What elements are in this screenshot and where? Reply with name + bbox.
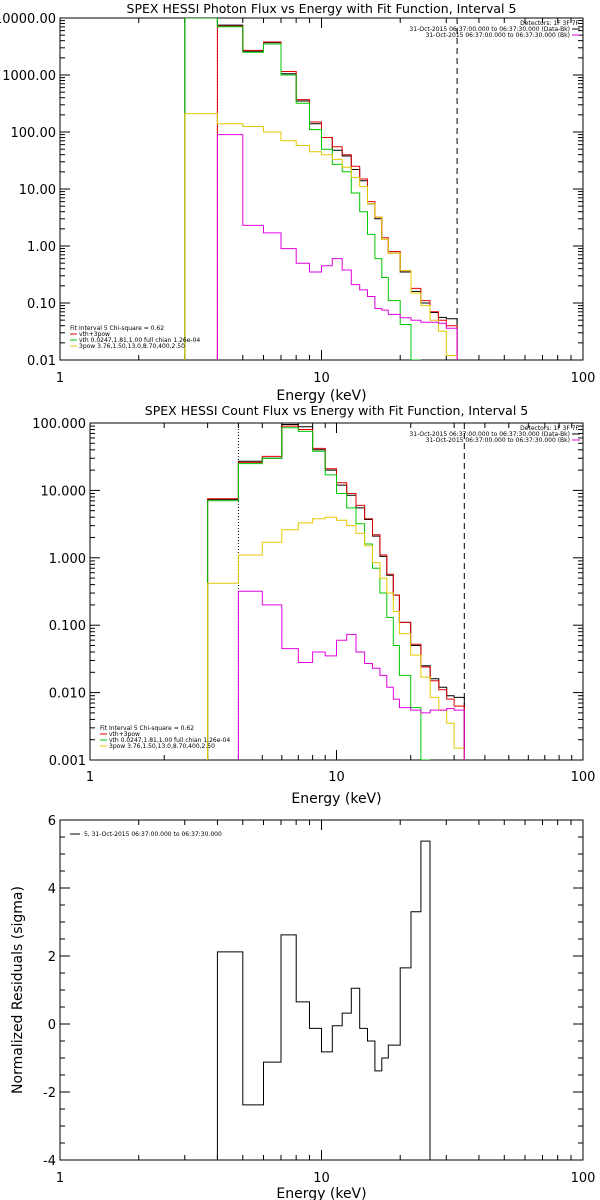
y-tick-label: 1000.00 (2, 69, 56, 84)
y-axis-label: Normalized Residuals (sigma) (10, 886, 26, 1094)
series-4-line (237, 590, 465, 760)
header-text: Detectors: 1F 3F 7F (520, 20, 579, 27)
header-text: 31-Oct-2015 06:37:00.000 to 06:37:30.000… (409, 26, 570, 33)
x-axis-label: Energy (keV) (276, 1186, 366, 1200)
y-tick-label: 4 (48, 882, 56, 897)
plot-area (207, 423, 465, 760)
series-2-line (184, 18, 421, 360)
y-tick-label: -4 (43, 1154, 56, 1169)
legend-label: vth 0.0247,1.81,1.00 full chian 1.26e-04 (79, 337, 200, 344)
series-2-line (207, 427, 431, 760)
header-text: 31-Oct-2015 06:37:00.000 to 06:37:30.000… (409, 431, 570, 438)
x-tick-label: 100 (571, 1171, 596, 1186)
series-1-line (207, 425, 465, 760)
x-tick-label: 10 (313, 371, 330, 386)
chart-title: SPEX HESSI Count Flux vs Energy with Fit… (145, 403, 528, 418)
x-tick-label: 10 (313, 1171, 330, 1186)
y-tick-label: 100.00 (11, 126, 57, 141)
count-flux-chart: SPEX HESSI Count Flux vs Energy with Fit… (32, 403, 595, 807)
series-4-line (216, 134, 458, 360)
x-tick-label: 1 (86, 770, 94, 785)
legend-label: vth+3pow (109, 731, 140, 738)
legend-label: vth 0.0247,1.81,1.00 full chian 1.26e-04 (109, 737, 230, 744)
residuals-chart: 1 10 100 Energy (keV) -4 -2 0 2 4 6 Normalized Res… (10, 814, 595, 1200)
series-3-line (184, 113, 458, 360)
legend-title: Fit Interval 5 Chi-square = 0.62 (100, 725, 194, 732)
header-text: Detectors: 1F 3F 7F (520, 425, 579, 432)
y-tick-label: 1.000 (49, 552, 86, 567)
legend-title: Fit Interval 5 Chi-square = 0.62 (70, 325, 164, 332)
x-tick-label: 100 (571, 770, 596, 785)
legend-label: vth+3pow (79, 331, 110, 338)
series-1-line (216, 25, 458, 360)
legend-label: 5, 31-Oct-2015 06:37:00.000 to 06:37:30.… (84, 831, 222, 838)
y-tick-label: 10000.00 (0, 12, 56, 27)
x-axis-label: Energy (keV) (291, 791, 381, 807)
y-tick-label: 0.01 (27, 354, 56, 369)
x-tick-label: 1 (56, 1171, 64, 1186)
x-tick-label: 100 (571, 371, 596, 386)
plot-frame (59, 17, 584, 361)
y-tick-label: 0 (48, 1018, 56, 1033)
y-tick-label: 100.000 (32, 417, 86, 432)
y-tick-label: 0.10 (27, 297, 56, 312)
series-0-line (216, 840, 431, 1160)
plot-frame (59, 819, 584, 1161)
x-axis-label: Energy (keV) (276, 388, 366, 404)
y-tick-label: 0.100 (49, 619, 86, 634)
photon-flux-chart: SPEX HESSI Photon Flux vs Energy with Fi… (0, 1, 595, 404)
x-tick-label: 10 (328, 770, 345, 785)
header-text: 31-Oct-2015 06:37:00.000 to 06:37:30.000… (426, 437, 570, 444)
y-tick-label: 6 (48, 814, 56, 829)
chart-title: SPEX HESSI Photon Flux vs Energy with Fi… (127, 1, 517, 16)
plot-area (216, 840, 431, 1160)
y-tick-label: 0.010 (49, 687, 86, 702)
x-tick-label: 1 (56, 371, 64, 386)
y-tick-label: 0.001 (49, 754, 86, 769)
series-0-line (184, 18, 458, 360)
legend-label: 3pow 3.76,1.50,13.0,8.70,400,2.50 (109, 743, 215, 750)
header-text: 31-Oct-2015 06:37:00.000 to 06:37:30.000… (426, 32, 570, 39)
y-tick-label: 2 (48, 950, 56, 965)
y-tick-label: -2 (43, 1086, 56, 1101)
legend-label: 3pow 3.76,1.50,13.0,8.70,400,2.50 (79, 343, 185, 350)
plot-area (184, 18, 458, 360)
series-3-line (207, 516, 465, 760)
y-tick-label: 10.00 (19, 183, 56, 198)
y-tick-label: 1.00 (27, 240, 56, 255)
y-tick-label: 10.000 (41, 484, 87, 499)
